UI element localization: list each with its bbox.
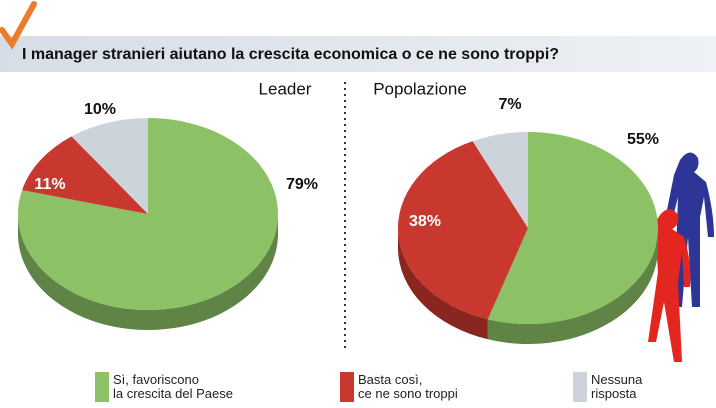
legend-swatch: [95, 372, 109, 402]
data-label: 7%: [498, 96, 521, 113]
slice-side: [487, 228, 658, 344]
slice: [398, 141, 528, 320]
legend-swatch: [573, 372, 587, 402]
slice: [472, 132, 528, 228]
data-label: 79%: [286, 176, 318, 193]
legend-label: Basta così, ce ne sono troppi: [358, 372, 458, 401]
legend-label: Nessuna risposta: [591, 372, 643, 401]
data-label: 11%: [34, 176, 65, 193]
slice: [71, 118, 148, 214]
data-label: 55%: [627, 131, 659, 148]
header-band: [0, 36, 716, 72]
data-label: 38%: [409, 213, 441, 230]
slice-side: [18, 214, 278, 330]
slice: [487, 132, 658, 324]
pie-title: Leader: [259, 79, 312, 98]
slice: [22, 136, 148, 214]
chart-title: I manager stranieri aiutano la crescita …: [22, 46, 559, 63]
legend-label: Sì, favoriscono la crescita del Paese: [113, 372, 233, 401]
check-icon: [0, 1, 37, 50]
data-label: 10%: [84, 101, 116, 118]
legend-swatch: [340, 372, 354, 402]
slice-side: [398, 228, 488, 340]
pie-title: Popolazione: [373, 79, 467, 98]
